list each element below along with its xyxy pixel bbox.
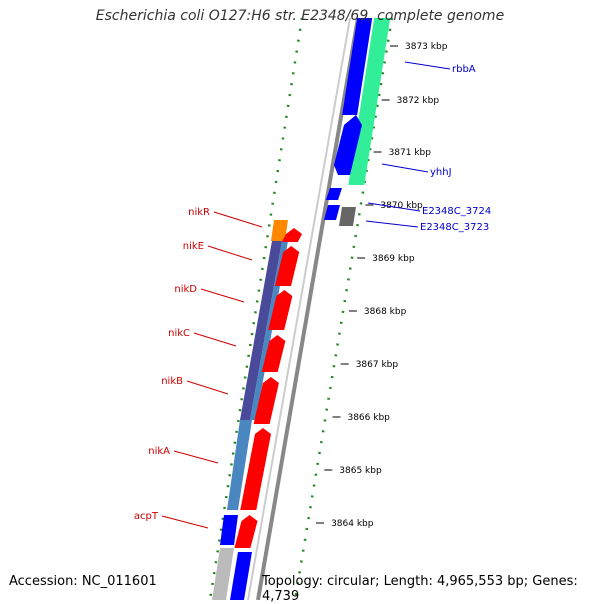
cds-arrow <box>324 205 340 220</box>
cds-arrow <box>234 515 258 548</box>
gene-leader-line <box>365 220 419 228</box>
gene-label: nikA <box>148 446 170 457</box>
gene-label: nikD <box>174 284 197 295</box>
gene-leader-line <box>404 61 451 70</box>
gene-leader-line <box>173 450 219 464</box>
gene-label: nikB <box>161 376 183 387</box>
cds-arrow <box>261 335 286 372</box>
gene-label: E2348C_3723 <box>420 222 489 233</box>
tick-label: 3873 kbp <box>405 42 448 52</box>
cds-arrow <box>268 290 293 330</box>
tick-label: 3872 kbp <box>397 96 440 106</box>
rrna-band <box>348 18 391 185</box>
gene-label: nikE <box>183 241 204 252</box>
tick-label: 3864 kbp <box>331 519 374 529</box>
gene-leader-line <box>213 211 263 228</box>
tick-label: 3866 kbp <box>347 413 390 423</box>
cds-block <box>212 548 234 600</box>
gene-label: yhhJ <box>430 167 452 178</box>
gene-leader-line <box>161 515 209 529</box>
cds-arrow <box>253 377 279 424</box>
gene-leader-line <box>186 380 229 395</box>
cds-arrow <box>281 228 302 242</box>
cds-arrow <box>240 428 271 510</box>
tick-label: 3870 kbp <box>380 201 423 211</box>
gene-label: nikR <box>188 207 210 218</box>
gene-leader-line <box>381 163 429 173</box>
gene-label: nikC <box>168 328 190 339</box>
cds-arrow <box>326 188 342 200</box>
genome-backbone <box>247 17 360 600</box>
backbone-line <box>256 17 360 600</box>
gene-leader-line <box>193 332 237 347</box>
gene-label: E2348C_3724 <box>422 206 491 217</box>
ruler-dots: 3873 kbp 3872 kbp 3871 kbp 3870 kbp 3869 kbp… <box>208 17 448 600</box>
gene-label: acpT <box>134 511 159 522</box>
tick-label: 3871 kbp <box>389 148 432 158</box>
tick-label: 3868 kbp <box>364 307 407 317</box>
gene-leader-line <box>367 202 421 212</box>
tick-label: 3869 kbp <box>372 254 415 264</box>
pseudo-block <box>339 207 356 226</box>
gene-labels: rbbA yhhJ E2348C_3724 E2348C_3723 nikR nikE ni… <box>134 61 491 529</box>
cds-arrow <box>334 115 362 175</box>
cds-block <box>342 18 373 115</box>
genome-title: Escherichia coli O127:H6 str. E2348/69, … <box>95 8 505 24</box>
backbone-shadow <box>247 17 351 600</box>
tick-label: 3867 kbp <box>356 360 399 370</box>
accession-text: Accession: NC_011601 <box>9 574 157 589</box>
cds-arrow <box>275 246 300 286</box>
gene-features <box>212 18 391 600</box>
cds-block <box>230 552 252 600</box>
trna-block <box>271 220 288 241</box>
gene-leader-line <box>207 245 253 261</box>
operon-bar-light <box>227 420 252 510</box>
gene-label: rbbA <box>452 64 476 75</box>
cds-block <box>220 515 238 545</box>
gene-leader-line <box>200 288 245 303</box>
tick-label: 3865 kbp <box>339 466 382 476</box>
operon-bar-dark <box>240 241 282 420</box>
